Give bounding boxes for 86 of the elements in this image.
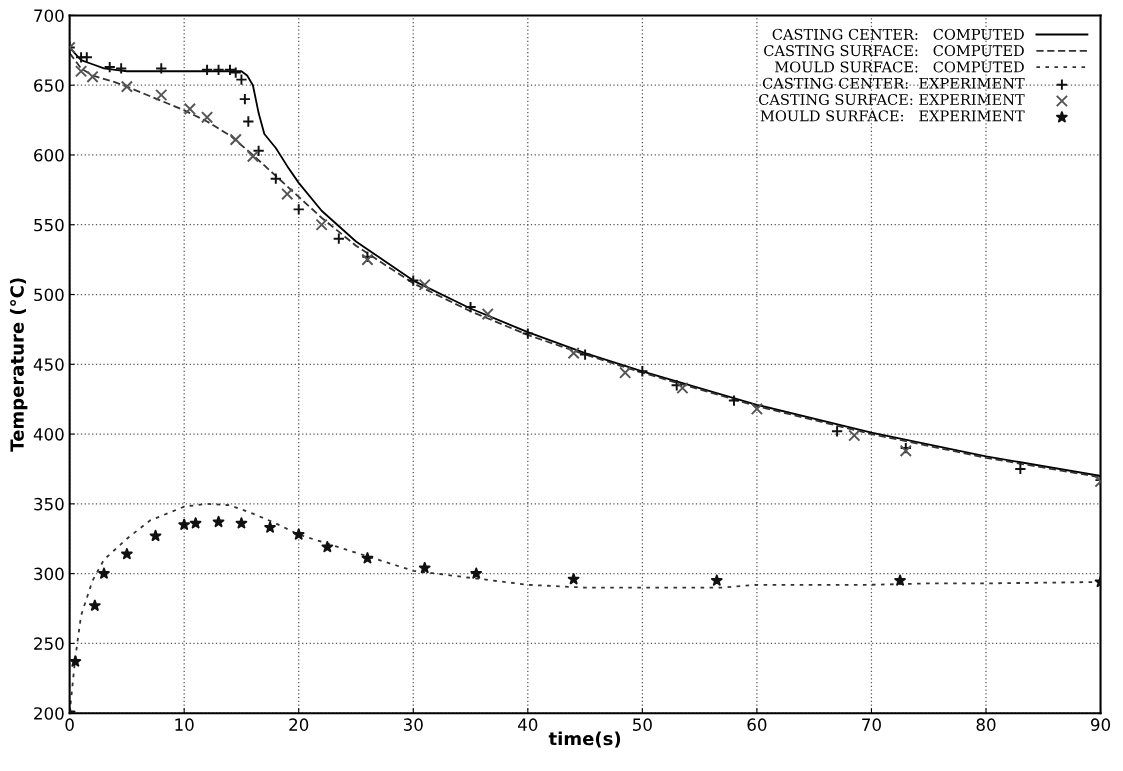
legend-label: MOULD SURFACE: EXPERIMENT (760, 110, 1025, 122)
y-tick-label: 700 (34, 9, 64, 22)
point (636, 365, 649, 378)
y-tick-label: 400 (33, 428, 64, 441)
x-tick-label: 10 (175, 718, 194, 731)
point (115, 62, 128, 75)
point (103, 60, 116, 74)
point (315, 218, 328, 231)
point (98, 567, 110, 579)
point (69, 655, 82, 667)
point (212, 63, 225, 76)
point (848, 429, 861, 442)
point (155, 88, 168, 102)
point (252, 144, 265, 157)
point (361, 552, 374, 564)
x-axis-title: time(s) (548, 731, 621, 748)
point (189, 517, 202, 529)
y-tick-label: 550 (34, 218, 64, 232)
point (120, 80, 134, 93)
x-tick-label: 30 (403, 718, 423, 731)
point (332, 232, 345, 245)
x-tick-label: 50 (633, 718, 652, 731)
point (269, 172, 282, 185)
point (750, 402, 764, 416)
y-axis-title: Temperature (°C) (9, 278, 28, 452)
point (830, 425, 844, 438)
point (567, 347, 580, 360)
x-tick-label: 40 (518, 718, 538, 731)
point (1014, 462, 1027, 476)
legend-label: CASTING SURFACE: EXPERIMENT (759, 94, 1025, 106)
point (223, 63, 237, 76)
point (121, 547, 133, 560)
point (292, 528, 305, 540)
point (481, 307, 494, 321)
point (183, 102, 197, 116)
point (407, 274, 420, 287)
legend-label: MOULD SURFACE: COMPUTED (775, 61, 1024, 73)
point (418, 278, 431, 291)
x-tick-label: 60 (747, 718, 767, 731)
point (229, 133, 242, 146)
point (464, 300, 477, 314)
x-tick-label: 70 (862, 718, 881, 731)
y-tick-label: 600 (34, 148, 64, 162)
y-tick-label: 500 (34, 288, 64, 302)
point (200, 111, 214, 124)
point (74, 65, 88, 78)
x-tick-label: 0 (65, 718, 74, 731)
point (418, 561, 431, 574)
y-tick-label: 200 (34, 707, 64, 720)
point (470, 567, 483, 579)
point (894, 574, 906, 586)
point (178, 518, 191, 530)
legend-label: CASTING CENTER: EXPERIMENT (762, 77, 1025, 89)
legend-label: CASTING SURFACE: COMPUTED (764, 45, 1024, 57)
x-tick-label: 90 (1090, 718, 1111, 731)
point (281, 187, 294, 201)
point (212, 515, 225, 528)
point (86, 70, 99, 83)
point (670, 379, 683, 392)
y-tick-label: 650 (34, 79, 64, 92)
point (200, 63, 214, 76)
y-tick-label: 350 (34, 497, 64, 511)
point (242, 115, 255, 128)
point (246, 150, 260, 163)
point (88, 599, 101, 611)
x-tick-label: 20 (289, 718, 309, 731)
point (727, 394, 741, 407)
y-tick-label: 450 (33, 358, 64, 371)
y-tick-label: 300 (34, 567, 64, 581)
point (578, 348, 592, 361)
point (235, 73, 248, 86)
point (238, 93, 251, 106)
x-tick-label: 80 (976, 718, 996, 731)
point (235, 517, 248, 529)
point (619, 366, 632, 379)
point (710, 574, 723, 586)
point (521, 327, 534, 340)
point (567, 573, 580, 585)
y-tick-label: 250 (34, 637, 64, 650)
point (264, 521, 276, 533)
point (155, 62, 168, 75)
point (149, 529, 162, 542)
point (292, 203, 305, 216)
point (321, 540, 334, 553)
point (676, 381, 689, 395)
legend-label: CASTING CENTER: COMPUTED (772, 28, 1024, 40)
